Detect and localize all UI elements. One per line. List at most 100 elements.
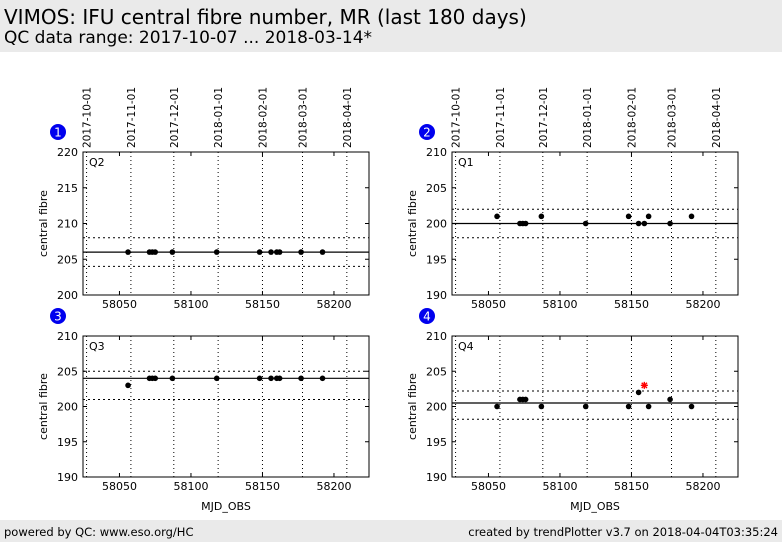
panel-1-ytick-label: 200	[57, 289, 78, 302]
panel-1-data-point	[152, 249, 159, 255]
panel-4-label: Q4	[458, 340, 474, 353]
panel-1-frame	[82, 151, 370, 296]
panel-4-xtick-label: 58150	[614, 480, 649, 493]
panel-3-data-point	[319, 375, 326, 382]
panel-4-data-point	[667, 396, 673, 403]
panel-3-xlabel: MJD_OBS	[201, 500, 251, 513]
panel-1-date-tick-label: 2018-04-01	[342, 87, 354, 148]
panel-2-xtick-label: 58150	[614, 298, 649, 311]
panel-4-xtick-label: 58200	[685, 480, 720, 493]
panel-4-ytick-label: 210	[426, 330, 447, 343]
panel-1-data-point	[125, 249, 131, 255]
panel-2-data-point	[494, 213, 500, 220]
panel-1-data-point	[268, 249, 274, 255]
panel-2-data-point	[538, 213, 545, 220]
panel-3-ytick-label: 205	[57, 365, 78, 378]
panel-3-data-point	[125, 382, 131, 389]
panel-2-data-point	[641, 220, 648, 227]
panel-2-badge	[419, 124, 435, 140]
panel-2-ytick-label: 200	[426, 218, 447, 231]
panel-1-data-point	[256, 249, 263, 255]
panel-3-data-point	[213, 375, 220, 382]
panel-2-data-point	[635, 220, 642, 227]
header: VIMOS: IFU central fibre number, MR (las…	[0, 0, 782, 52]
panel-1-date-tick-label: 2018-01-01	[213, 87, 225, 148]
panel-3-label: Q3	[89, 340, 105, 353]
panel-3-ytick-label: 195	[57, 436, 78, 449]
panel-1-data-point	[213, 249, 220, 255]
panel-2-data-point	[645, 213, 652, 220]
panel-3-xtick-label: 58200	[316, 480, 351, 493]
panel-1-ytick-label: 205	[57, 253, 78, 266]
panel-1-date-tick-label: 2017-10-01	[82, 87, 94, 148]
panel-2-xtick-label: 58200	[685, 298, 720, 311]
panel-2-label: Q1	[458, 156, 474, 169]
panel-2-badge-number: 2	[423, 126, 431, 140]
panel-2-date-tick-label: 2017-10-01	[451, 87, 463, 148]
panel-1-data-point	[276, 249, 283, 255]
panel-4-xlabel: MJD_OBS	[570, 500, 620, 513]
panel-2-date-tick-label: 2018-04-01	[711, 87, 723, 148]
panel-1-xtick-label: 58200	[316, 298, 351, 311]
panel-4-data-point	[582, 403, 589, 410]
footer: powered by QC: www.eso.org/HC created by…	[0, 520, 782, 542]
panel-1-badge-number: 1	[54, 126, 62, 140]
panel-4-ytick-label: 190	[426, 471, 447, 484]
panel-3-data-point	[152, 375, 159, 382]
panel-1-label: Q2	[89, 156, 105, 169]
panel-2-date-tick-label: 2018-01-01	[582, 87, 594, 148]
panel-1-ytick-label: 220	[57, 146, 78, 159]
panel-1-xtick-label: 58050	[102, 298, 137, 311]
panel-3-data-point	[256, 375, 263, 382]
panel-4-badge-number: 4	[423, 310, 431, 324]
panel-4-data-point	[494, 403, 500, 410]
panel-3-xtick-label: 58100	[173, 480, 208, 493]
panel-4-data-point	[688, 403, 695, 410]
panel-4-data-point	[538, 403, 545, 410]
page-title: VIMOS: IFU central fibre number, MR (las…	[4, 5, 527, 29]
panel-1-data-point	[319, 249, 326, 255]
panel-4-data-point	[645, 403, 652, 410]
panel-1-xtick-label: 58150	[245, 298, 280, 311]
panel-4-ylabel: central fibre	[406, 373, 419, 440]
panel-1-date-tick-label: 2017-12-01	[169, 87, 181, 148]
panel-4-xtick-label: 58100	[542, 480, 577, 493]
panel-4-ytick-label: 200	[426, 401, 447, 414]
panel-1-ytick-label: 210	[57, 218, 78, 231]
footer-created: created by trendPlotter v3.7 on 2018-04-…	[468, 525, 778, 539]
panel-3-data-point	[276, 375, 283, 382]
panel-4-badge	[419, 308, 435, 324]
panel-2-data-point	[688, 213, 695, 220]
page-subtitle: QC data range: 2017-10-07 ... 2018-03-14…	[4, 28, 373, 48]
panel-4-data-point	[625, 403, 632, 410]
panel-2-date-tick-label: 2017-12-01	[538, 87, 550, 148]
panel-4-data-point	[522, 396, 529, 403]
panel-3-badge	[50, 308, 66, 324]
panel-2-date-tick-label: 2018-03-01	[667, 87, 679, 148]
panel-2-ytick-label: 190	[426, 289, 447, 302]
panel-3-xtick-label: 58150	[245, 480, 280, 493]
panel-4-ytick-label: 205	[426, 365, 447, 378]
panel-2-xtick-label: 58100	[542, 298, 577, 311]
panel-4-outlier-point	[640, 381, 648, 389]
panel-1-ylabel: central fibre	[37, 190, 50, 257]
panel-1-badge	[50, 124, 66, 140]
panel-3-xtick-label: 58050	[102, 480, 137, 493]
panel-1-xtick-label: 58100	[173, 298, 208, 311]
panel-1-data-point	[298, 249, 304, 255]
panel-1-date-tick-label: 2017-11-01	[126, 87, 138, 148]
panel-3-ytick-label: 190	[57, 471, 78, 484]
panel-1-date-tick-label: 2018-02-01	[257, 87, 269, 148]
panel-3-badge-number: 3	[54, 310, 62, 324]
panel-2-date-tick-label: 2017-11-01	[495, 87, 507, 148]
panel-2-data-point	[522, 220, 529, 227]
panel-2-data-point	[625, 213, 632, 220]
panel-3-data-point	[298, 375, 304, 382]
panel-2-data-point	[582, 220, 589, 227]
panel-1-data-point	[169, 249, 176, 255]
panel-2-xtick-label: 58050	[471, 298, 506, 311]
panel-3-data-point	[169, 375, 176, 382]
panel-2-data-point	[667, 220, 673, 227]
panel-4-data-point	[635, 389, 642, 396]
